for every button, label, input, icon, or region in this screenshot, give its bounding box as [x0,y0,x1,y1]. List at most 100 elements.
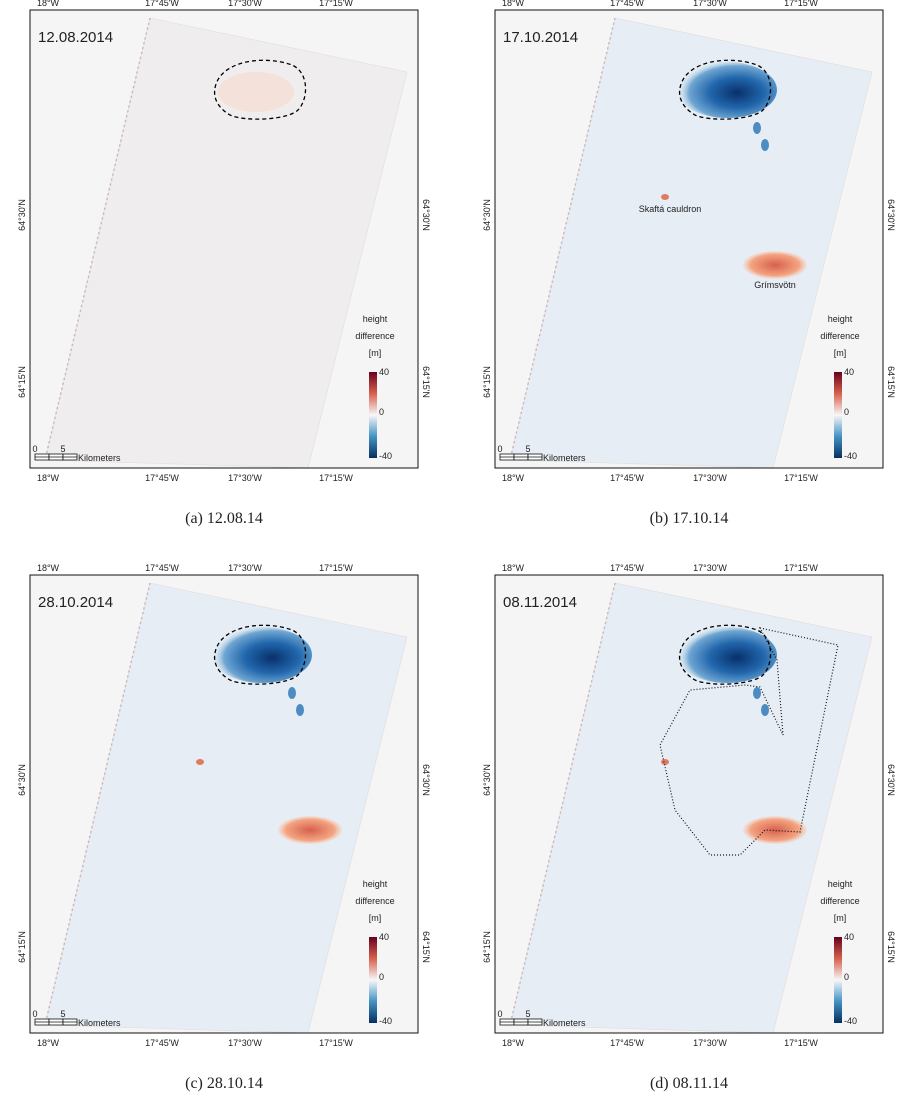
legend-title: difference [355,331,394,341]
map-panel: 28.10.2014 18°W 18°W 17°45'W 17°45'W 17°30'W 1… [17,563,431,1048]
longitude-label: 17°45'W [610,473,644,483]
longitude-label: 17°15'W [784,563,818,573]
panel-date: 28.10.2014 [38,594,113,611]
legend-title: [m] [834,348,847,358]
latitude-label: 64°15'N [17,366,27,398]
latitude-label: 64°30'N [482,764,492,796]
color-bar-tick: 40 [379,367,389,377]
scale-bar-tick: 5 [525,1009,530,1019]
longitude-label: 17°45'W [610,0,644,8]
legend-title: height [363,879,388,889]
map-panel: 08.11.201418°W18°W17°45'W17°45'W17°30'W1… [482,563,896,1048]
legend-title: [m] [834,913,847,923]
color-bar [369,937,377,1023]
latitude-label: 64°15'N [421,931,431,963]
grimsvotn-uplift [278,816,342,844]
map-panel: 17.10.2014 18°W 18°W 17°45'W 17°45'W 17°30'W 1… [482,0,896,483]
scale-bar-tick: 5 [60,1009,65,1019]
latitude-label: 64°30'N [17,199,27,231]
legend-title: [m] [369,913,382,923]
scale-bar-unit: Kilometers [543,1018,586,1028]
legend-title: difference [355,896,394,906]
place-label: Skaftá cauldron [639,204,702,214]
legend-title: difference [820,331,859,341]
latitude-label: 64°30'N [421,199,431,231]
color-bar-tick: 40 [844,932,854,942]
skafta-cauldron [661,759,669,765]
color-bar-tick: 0 [379,972,384,982]
longitude-label: 17°30'W [693,0,727,8]
longitude-label: 18°W [37,0,60,8]
subsidence-trail [761,704,769,716]
color-bar-tick: -40 [379,1016,392,1026]
longitude-label: 18°W [37,1038,60,1048]
scale-bar-unit: Kilometers [78,453,121,463]
color-bar-tick: -40 [844,451,857,461]
subsidence-trail [296,704,304,716]
longitude-label: 17°45'W [610,1038,644,1048]
longitude-label: 18°W [502,1038,525,1048]
latitude-label: 64°30'N [421,764,431,796]
scale-bar-tick: 5 [60,444,65,454]
scale-bar-unit: Kilometers [543,453,586,463]
scale-bar-unit: Kilometers [78,1018,121,1028]
place-label: Grímsvötn [754,280,796,290]
latitude-label: 64°15'N [886,366,896,398]
latitude-label: 64°30'N [886,199,896,231]
subsidence-trail [753,687,761,699]
scale-bar-tick: 0 [497,1009,502,1019]
longitude-label: 18°W [37,563,60,573]
longitude-label: 17°30'W [693,563,727,573]
latitude-label: 64°15'N [886,931,896,963]
longitude-label: 17°15'W [319,0,353,8]
longitude-label: 17°15'W [319,473,353,483]
panel-date: 17.10.2014 [503,29,578,46]
panel-caption: (b) 17.10.14 [650,510,729,527]
skafta-cauldron [661,194,669,200]
longitude-label: 18°W [502,0,525,8]
latitude-label: 64°30'N [17,764,27,796]
legend-title: difference [820,896,859,906]
longitude-label: 17°30'W [228,473,262,483]
skafta-cauldron [196,759,204,765]
color-bar-tick: -40 [379,451,392,461]
longitude-label: 17°30'W [693,1038,727,1048]
latitude-label: 64°30'N [482,199,492,231]
legend-title: height [363,314,388,324]
color-bar-tick: 40 [379,932,389,942]
scale-bar-tick: 5 [525,444,530,454]
color-bar [834,372,842,458]
faint-anomaly [218,72,294,112]
scale-bar-tick: 0 [32,1009,37,1019]
longitude-label: 17°15'W [319,1038,353,1048]
longitude-label: 17°15'W [319,563,353,573]
panel-date: 12.08.2014 [38,29,113,46]
longitude-label: 18°W [502,473,525,483]
longitude-label: 17°45'W [610,563,644,573]
longitude-label: 18°W [37,473,60,483]
longitude-label: 17°45'W [145,473,179,483]
longitude-label: 18°W [502,563,525,573]
color-bar-tick: 40 [844,367,854,377]
longitude-label: 17°30'W [228,1038,262,1048]
longitude-label: 17°30'W [693,473,727,483]
longitude-label: 17°45'W [145,0,179,8]
latitude-label: 64°15'N [17,931,27,963]
longitude-label: 17°45'W [145,1038,179,1048]
legend-title: height [828,879,853,889]
longitude-label: 17°45'W [145,563,179,573]
longitude-label: 17°15'W [784,1038,818,1048]
color-bar-tick: -40 [844,1016,857,1026]
scale-bar-tick: 0 [497,444,502,454]
latitude-label: 64°15'N [482,931,492,963]
latitude-label: 64°15'N [482,366,492,398]
color-bar-tick: 0 [844,972,849,982]
color-bar [834,937,842,1023]
longitude-label: 17°30'W [228,0,262,8]
legend-title: [m] [369,348,382,358]
color-bar-tick: 0 [844,407,849,417]
subsidence-trail [753,122,761,134]
longitude-label: 17°30'W [228,563,262,573]
latitude-label: 64°30'N [886,764,896,796]
figure: 12.08.201418°W18°W17°45'W17°45'W17°30'W1… [0,0,909,1099]
